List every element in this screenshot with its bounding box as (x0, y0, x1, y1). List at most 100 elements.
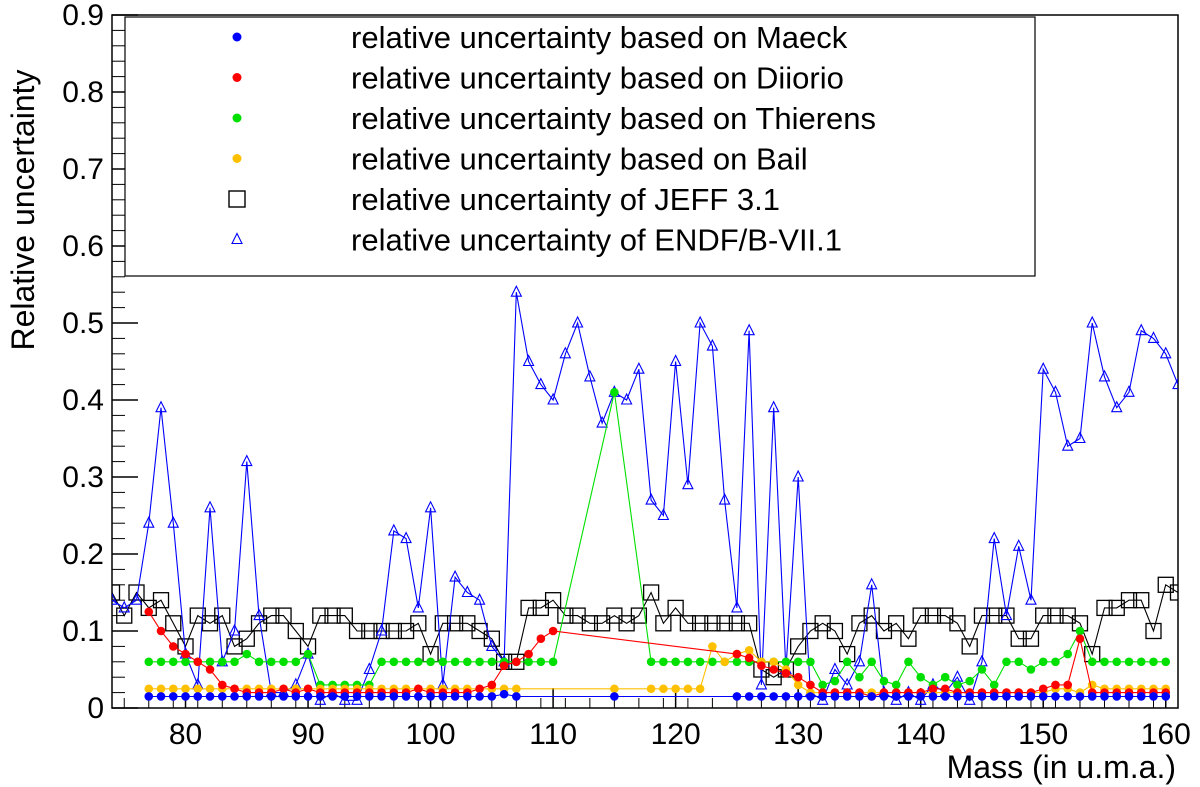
data-point (659, 657, 668, 667)
data-point (790, 638, 807, 655)
series-0 (144, 689, 1171, 701)
data-point (940, 692, 950, 701)
data-point (646, 657, 656, 667)
data-point (118, 600, 131, 613)
data-point (414, 684, 423, 694)
data-point (205, 692, 215, 701)
data-point (1047, 607, 1064, 624)
data-point (571, 315, 584, 328)
series-3 (144, 642, 1171, 697)
data-point (1010, 630, 1027, 647)
data-point (230, 657, 239, 667)
data-point (757, 661, 766, 670)
data-point (520, 599, 537, 617)
data-point (400, 531, 412, 544)
data-point (328, 692, 337, 701)
data-point (547, 392, 559, 405)
legend-label: relative uncertainty based on Diiorio (351, 61, 844, 96)
data-point (867, 657, 876, 667)
data-point (669, 354, 682, 367)
data-point (348, 622, 366, 640)
data-point (718, 492, 731, 505)
data-point (536, 657, 546, 667)
data-point (916, 672, 925, 682)
data-point (181, 649, 190, 659)
data-point (1038, 657, 1048, 667)
data-point (1002, 657, 1011, 667)
data-point (632, 361, 645, 374)
data-point (303, 649, 313, 659)
data-point (279, 657, 288, 667)
legend-label: relative uncertainty based on Bail (351, 142, 808, 177)
data-point (240, 454, 253, 467)
data-point (524, 649, 533, 659)
data-point (1075, 692, 1085, 701)
data-point (112, 592, 118, 605)
data-point (522, 354, 535, 367)
data-point (988, 531, 1001, 544)
data-point (961, 638, 978, 655)
x-tick-label: 100 (406, 718, 456, 751)
data-point (610, 692, 619, 701)
data-point (473, 592, 486, 605)
data-point (205, 657, 215, 667)
data-point (155, 400, 167, 413)
data-point (781, 669, 791, 678)
data-point (424, 500, 437, 513)
x-tick-label: 90 (291, 718, 324, 751)
y-tick-label: 0.8 (62, 76, 104, 109)
data-point (168, 684, 178, 694)
data-point (165, 615, 182, 632)
data-point (168, 692, 178, 701)
data-point (769, 692, 778, 701)
y-tick-label: 0.1 (62, 615, 104, 648)
data-point (1096, 599, 1113, 617)
data-point (694, 315, 707, 328)
data-point (695, 684, 705, 694)
data-point (706, 338, 719, 351)
series-5 (112, 284, 1178, 705)
data-point (193, 684, 203, 694)
data-point (373, 622, 390, 640)
data-point (414, 657, 423, 667)
series-line (148, 392, 1166, 686)
legend-marker (232, 113, 242, 123)
data-point (352, 692, 362, 701)
x-tick-label: 110 (529, 718, 577, 751)
legend-marker (232, 32, 242, 42)
data-point (732, 649, 742, 659)
data-point (965, 692, 975, 701)
data-point (757, 692, 766, 701)
data-point (475, 692, 484, 701)
data-point (401, 692, 411, 701)
data-point (818, 680, 827, 690)
data-point (1120, 592, 1138, 609)
series-4 (112, 576, 1178, 686)
data-point (818, 692, 827, 701)
legend-entry: relative uncertainty based on Bail (232, 142, 808, 177)
legend-label: relative uncertainty of JEFF 3.1 (351, 182, 780, 217)
y-axis-title: Relative uncertainty (5, 69, 41, 350)
data-point (940, 684, 950, 694)
data-point (168, 642, 178, 651)
data-point (740, 615, 758, 632)
data-point (769, 665, 778, 674)
data-point (168, 657, 178, 667)
data-point (324, 607, 341, 624)
data-point (205, 684, 215, 694)
data-point (1002, 692, 1011, 701)
data-point (842, 657, 852, 667)
data-point (1022, 630, 1040, 647)
data-point (583, 369, 596, 382)
x-axis-title: Mass (in u.m.a.) (947, 749, 1176, 785)
data-point (559, 346, 572, 359)
data-point (363, 662, 376, 675)
data-point (375, 623, 388, 636)
data-point (156, 684, 166, 694)
data-point (230, 692, 239, 701)
data-point (744, 692, 754, 701)
data-point (1075, 626, 1085, 636)
data-point (475, 684, 484, 694)
data-point (485, 639, 498, 651)
data-point (1051, 680, 1060, 690)
